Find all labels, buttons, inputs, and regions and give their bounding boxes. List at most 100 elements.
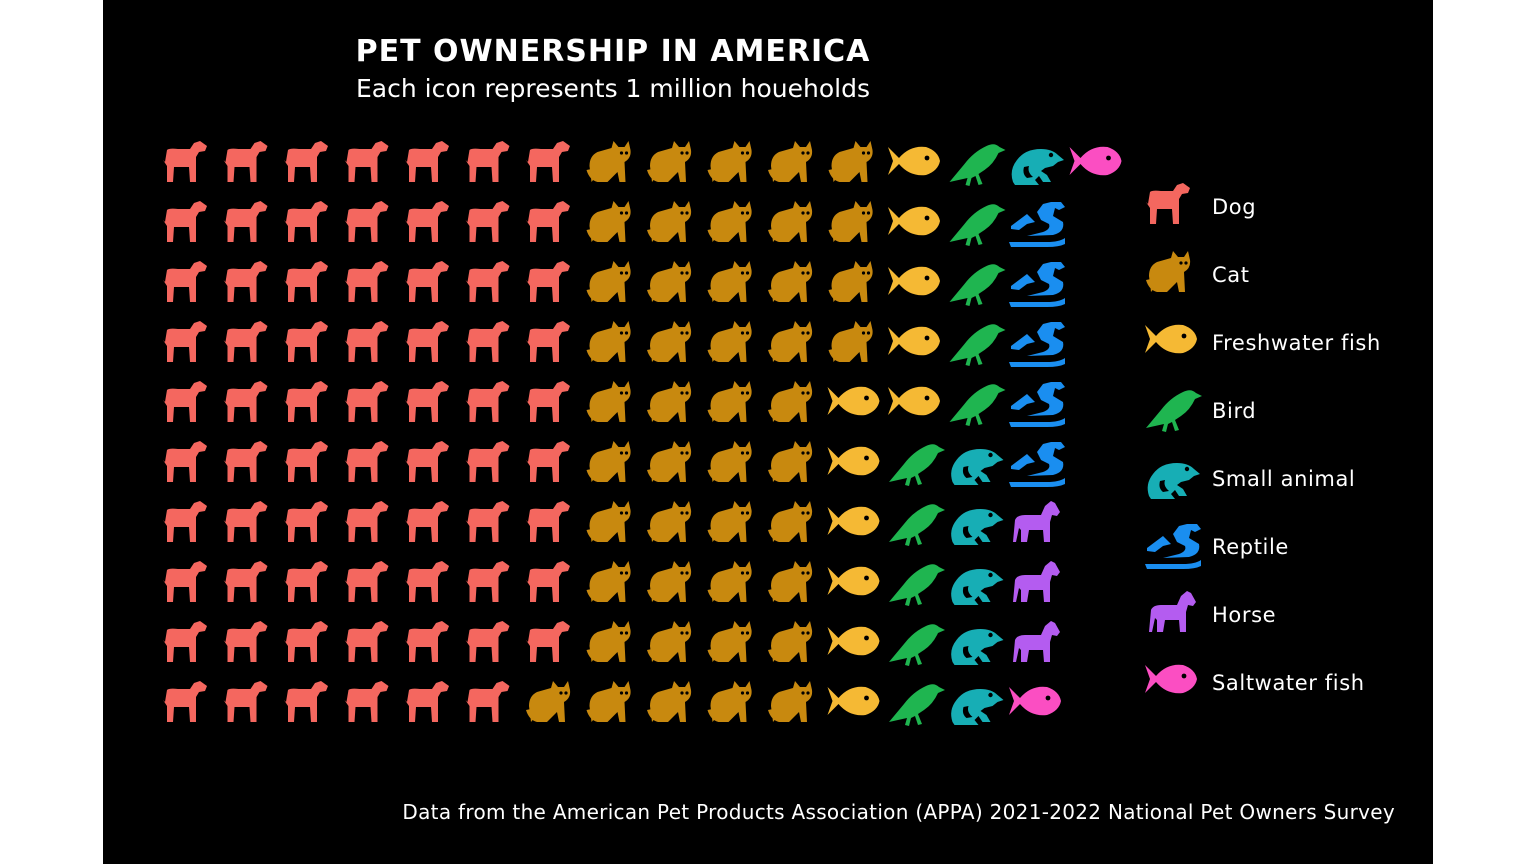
dog-icon <box>223 381 268 422</box>
dog-icon <box>223 561 268 602</box>
fish-icon <box>827 386 880 416</box>
dog-icon <box>526 201 570 242</box>
dog-icon <box>526 501 570 542</box>
dog-icon <box>344 201 389 242</box>
dog-icon <box>344 561 389 602</box>
cat-icon <box>768 201 813 242</box>
legend-item: Saltwater fish <box>1145 664 1365 695</box>
fish-icon <box>1145 324 1197 354</box>
cat-icon <box>707 261 752 302</box>
bird-icon <box>1146 390 1202 432</box>
cat-icon <box>526 681 571 722</box>
dog-icon <box>284 561 328 602</box>
dog-icon <box>284 261 328 302</box>
horse-icon <box>1013 621 1060 662</box>
dog-icon <box>284 441 328 482</box>
reptile-icon <box>1009 202 1065 247</box>
dog-icon <box>405 501 449 542</box>
dog-icon <box>163 141 207 182</box>
dog-icon <box>223 321 268 362</box>
legend-item: Dog <box>1146 183 1256 224</box>
dog-icon <box>405 261 449 302</box>
cat-icon <box>707 681 752 722</box>
cat-icon <box>647 381 692 422</box>
dog-icon <box>223 501 268 542</box>
legend-item: Horse <box>1149 591 1276 632</box>
legend-item: Bird <box>1146 390 1256 432</box>
frog-icon <box>951 689 1004 725</box>
bird-icon <box>949 324 1006 366</box>
dog-icon <box>284 381 328 422</box>
dog-icon <box>223 141 268 182</box>
cat-icon <box>707 501 752 542</box>
chart-canvas: PET OWNERSHIP IN AMERICA Each icon repre… <box>103 0 1433 864</box>
dog-icon <box>405 561 449 602</box>
cat-icon <box>586 201 631 242</box>
cat-icon <box>828 141 873 182</box>
legend-label: Saltwater fish <box>1212 671 1365 695</box>
cat-icon <box>647 621 692 662</box>
frog-icon <box>951 449 1004 485</box>
dog-icon <box>344 441 389 482</box>
dog-icon <box>526 321 570 362</box>
dog-icon <box>465 201 510 242</box>
bird-icon <box>889 624 945 666</box>
frog-icon <box>1011 149 1064 185</box>
legend-label: Freshwater fish <box>1212 331 1381 355</box>
fish-icon <box>888 386 940 416</box>
cat-icon <box>707 201 752 242</box>
cat-icon <box>828 321 873 362</box>
dog-icon <box>465 501 510 542</box>
dog-icon <box>465 321 510 362</box>
fish-icon <box>888 326 940 356</box>
cat-icon <box>586 381 631 422</box>
dog-icon <box>163 561 207 602</box>
cat-icon <box>647 681 692 722</box>
fish-icon <box>888 146 940 176</box>
dog-icon <box>465 261 510 302</box>
cat-icon <box>586 501 631 542</box>
legend-label: Cat <box>1212 263 1250 287</box>
frog-icon <box>951 629 1004 665</box>
horse-icon <box>1149 591 1196 632</box>
cat-icon <box>647 321 692 362</box>
frog-icon <box>951 509 1004 545</box>
legend-item: Cat <box>1146 251 1250 292</box>
dog-icon <box>163 201 207 242</box>
dog-icon <box>223 681 268 722</box>
legend-label: Bird <box>1212 399 1256 423</box>
dog-icon <box>163 621 207 662</box>
dog-icon <box>163 261 207 302</box>
cat-icon <box>1146 251 1191 292</box>
legend-label: Dog <box>1212 195 1256 219</box>
dog-icon <box>405 381 449 422</box>
dog-icon <box>284 501 328 542</box>
source-note: Data from the American Pet Products Asso… <box>402 800 1395 824</box>
bird-icon <box>889 564 945 606</box>
dog-icon <box>223 621 268 662</box>
cat-icon <box>707 381 752 422</box>
frog-icon <box>951 569 1004 605</box>
dog-icon <box>526 381 570 422</box>
cat-icon <box>768 621 813 662</box>
cat-icon <box>768 141 813 182</box>
dog-icon <box>405 141 449 182</box>
dog-icon <box>405 321 449 362</box>
dog-icon <box>465 441 510 482</box>
fish-icon <box>827 686 880 716</box>
dog-icon <box>284 141 328 182</box>
cat-icon <box>768 321 813 362</box>
fish-icon <box>1069 146 1122 176</box>
dog-icon <box>526 621 570 662</box>
pictogram-chart: Dog Cat Freshwater fish Bird Small animal Rep… <box>163 141 1381 726</box>
dog-icon <box>465 561 510 602</box>
chart-subtitle: Each icon represents 1 million houeholds <box>356 74 870 103</box>
legend-item: Reptile <box>1145 524 1289 569</box>
dog-icon <box>526 141 570 182</box>
dog-icon <box>526 441 570 482</box>
dog-icon <box>284 621 328 662</box>
legend-label: Reptile <box>1212 535 1289 559</box>
cat-icon <box>768 441 813 482</box>
cat-icon <box>768 381 813 422</box>
cat-icon <box>586 261 631 302</box>
